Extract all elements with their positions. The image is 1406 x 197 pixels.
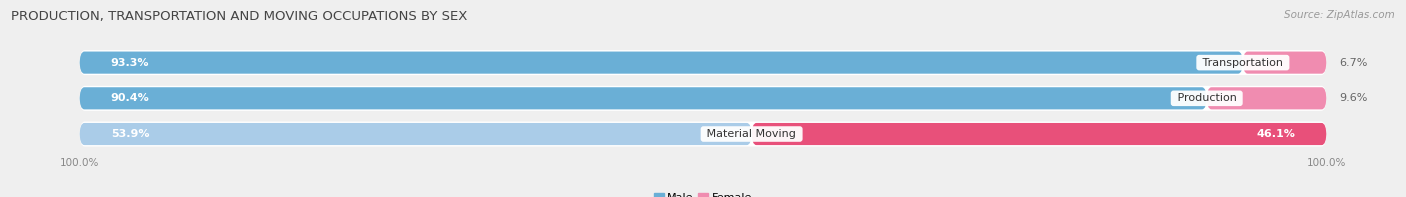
Legend: Male, Female: Male, Female <box>650 189 756 197</box>
FancyBboxPatch shape <box>80 123 752 145</box>
Text: PRODUCTION, TRANSPORTATION AND MOVING OCCUPATIONS BY SEX: PRODUCTION, TRANSPORTATION AND MOVING OC… <box>11 10 468 23</box>
Text: 9.6%: 9.6% <box>1339 93 1367 103</box>
FancyBboxPatch shape <box>1206 87 1326 109</box>
Text: 90.4%: 90.4% <box>111 93 149 103</box>
FancyBboxPatch shape <box>80 86 1326 111</box>
FancyBboxPatch shape <box>80 52 1243 74</box>
Text: 6.7%: 6.7% <box>1339 58 1367 68</box>
FancyBboxPatch shape <box>80 50 1326 75</box>
FancyBboxPatch shape <box>752 123 1326 145</box>
Text: Production: Production <box>1174 93 1240 103</box>
Text: 93.3%: 93.3% <box>111 58 149 68</box>
FancyBboxPatch shape <box>1243 52 1326 74</box>
Text: 46.1%: 46.1% <box>1257 129 1295 139</box>
Text: Source: ZipAtlas.com: Source: ZipAtlas.com <box>1284 10 1395 20</box>
Text: Transportation: Transportation <box>1199 58 1286 68</box>
FancyBboxPatch shape <box>80 87 1206 109</box>
Text: Material Moving: Material Moving <box>703 129 800 139</box>
Text: 53.9%: 53.9% <box>111 129 149 139</box>
FancyBboxPatch shape <box>80 122 1326 147</box>
